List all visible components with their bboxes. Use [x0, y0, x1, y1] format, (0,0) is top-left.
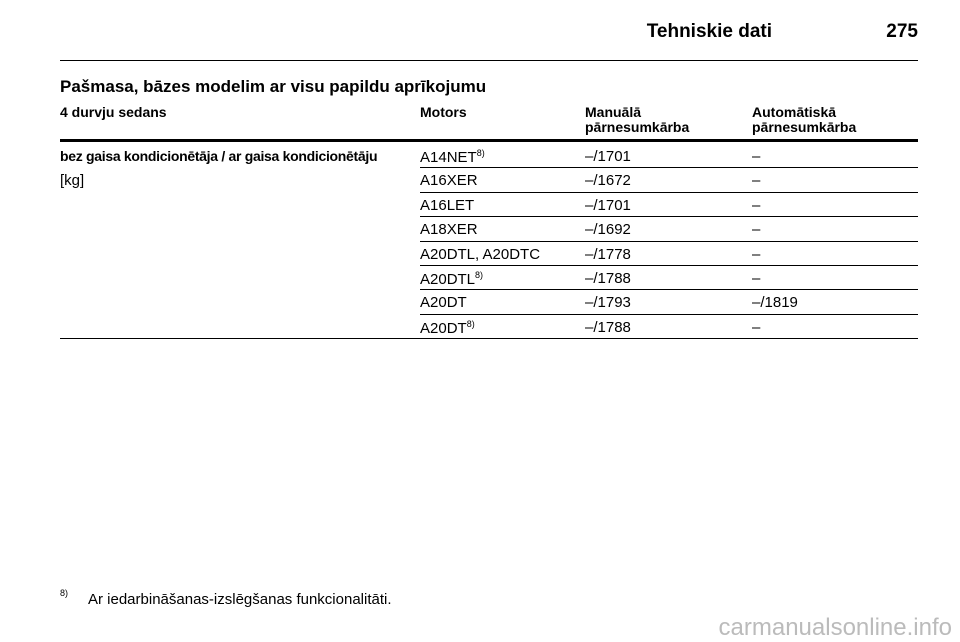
cell: –/1672: [585, 172, 631, 190]
footnote-text: Ar iedarbināšanas-izslēgšanas funkcional…: [88, 591, 392, 608]
row-rule: [420, 289, 918, 291]
column-header: 4 durvju sedans: [60, 104, 167, 120]
column-header: Motors: [420, 104, 467, 120]
motor: A20DTL8): [420, 270, 484, 288]
row-rule: [420, 265, 918, 266]
page-number: 275: [886, 21, 918, 42]
row-label: [kg]: [60, 172, 85, 190]
cell: –: [752, 196, 761, 214]
header-title: Tehniskie dati: [646, 21, 772, 42]
row-rule: [420, 191, 918, 193]
section-title: Pašmasa, bāzes modelim ar visu papildu a…: [60, 77, 487, 96]
motor: A20DT: [420, 294, 467, 312]
note: 8): [476, 148, 485, 158]
cell: –/1788: [585, 270, 631, 287]
row-rule: [60, 338, 918, 340]
watermark: carmanualsonline.info: [718, 614, 952, 641]
note: 8): [475, 270, 484, 280]
motor: A16LET: [420, 196, 475, 214]
motor: A20DTL, A20DTC: [420, 245, 541, 263]
cell: –: [752, 318, 761, 336]
cell: –/1778: [585, 245, 631, 263]
cell: –: [752, 270, 761, 287]
cell: –/1788: [585, 318, 631, 336]
cell: –/1692: [585, 221, 631, 239]
cell: –: [752, 221, 761, 239]
column-header: pārnesumkārba: [585, 119, 690, 135]
row-rule: [420, 167, 918, 169]
column-header: pārnesumkārba: [752, 119, 857, 135]
row-label: bez gaisa kondicionētāja / ar gaisa kond…: [60, 148, 378, 164]
cell: –: [752, 148, 761, 165]
row-rule: [420, 216, 918, 218]
column-header: Manuālā: [585, 104, 642, 120]
footnote-mark: 8): [60, 588, 69, 598]
column-header: Automātiskā: [752, 104, 837, 120]
note: 8): [466, 318, 475, 329]
row-rule: [420, 313, 918, 315]
header-rule: [60, 139, 918, 142]
cell: –/1819: [752, 294, 798, 312]
motor: A20DT8): [420, 318, 475, 337]
cell: –: [752, 245, 761, 263]
cell: –/1701: [585, 196, 631, 214]
cell: –/1793: [585, 294, 631, 312]
motor: A16XER: [420, 172, 478, 190]
cell: –/1701: [585, 148, 631, 165]
motor: A18XER: [420, 221, 478, 239]
motor: A14NET8): [420, 148, 485, 166]
rule: [60, 60, 918, 61]
row-rule: [420, 240, 918, 242]
cell: –: [752, 172, 761, 190]
